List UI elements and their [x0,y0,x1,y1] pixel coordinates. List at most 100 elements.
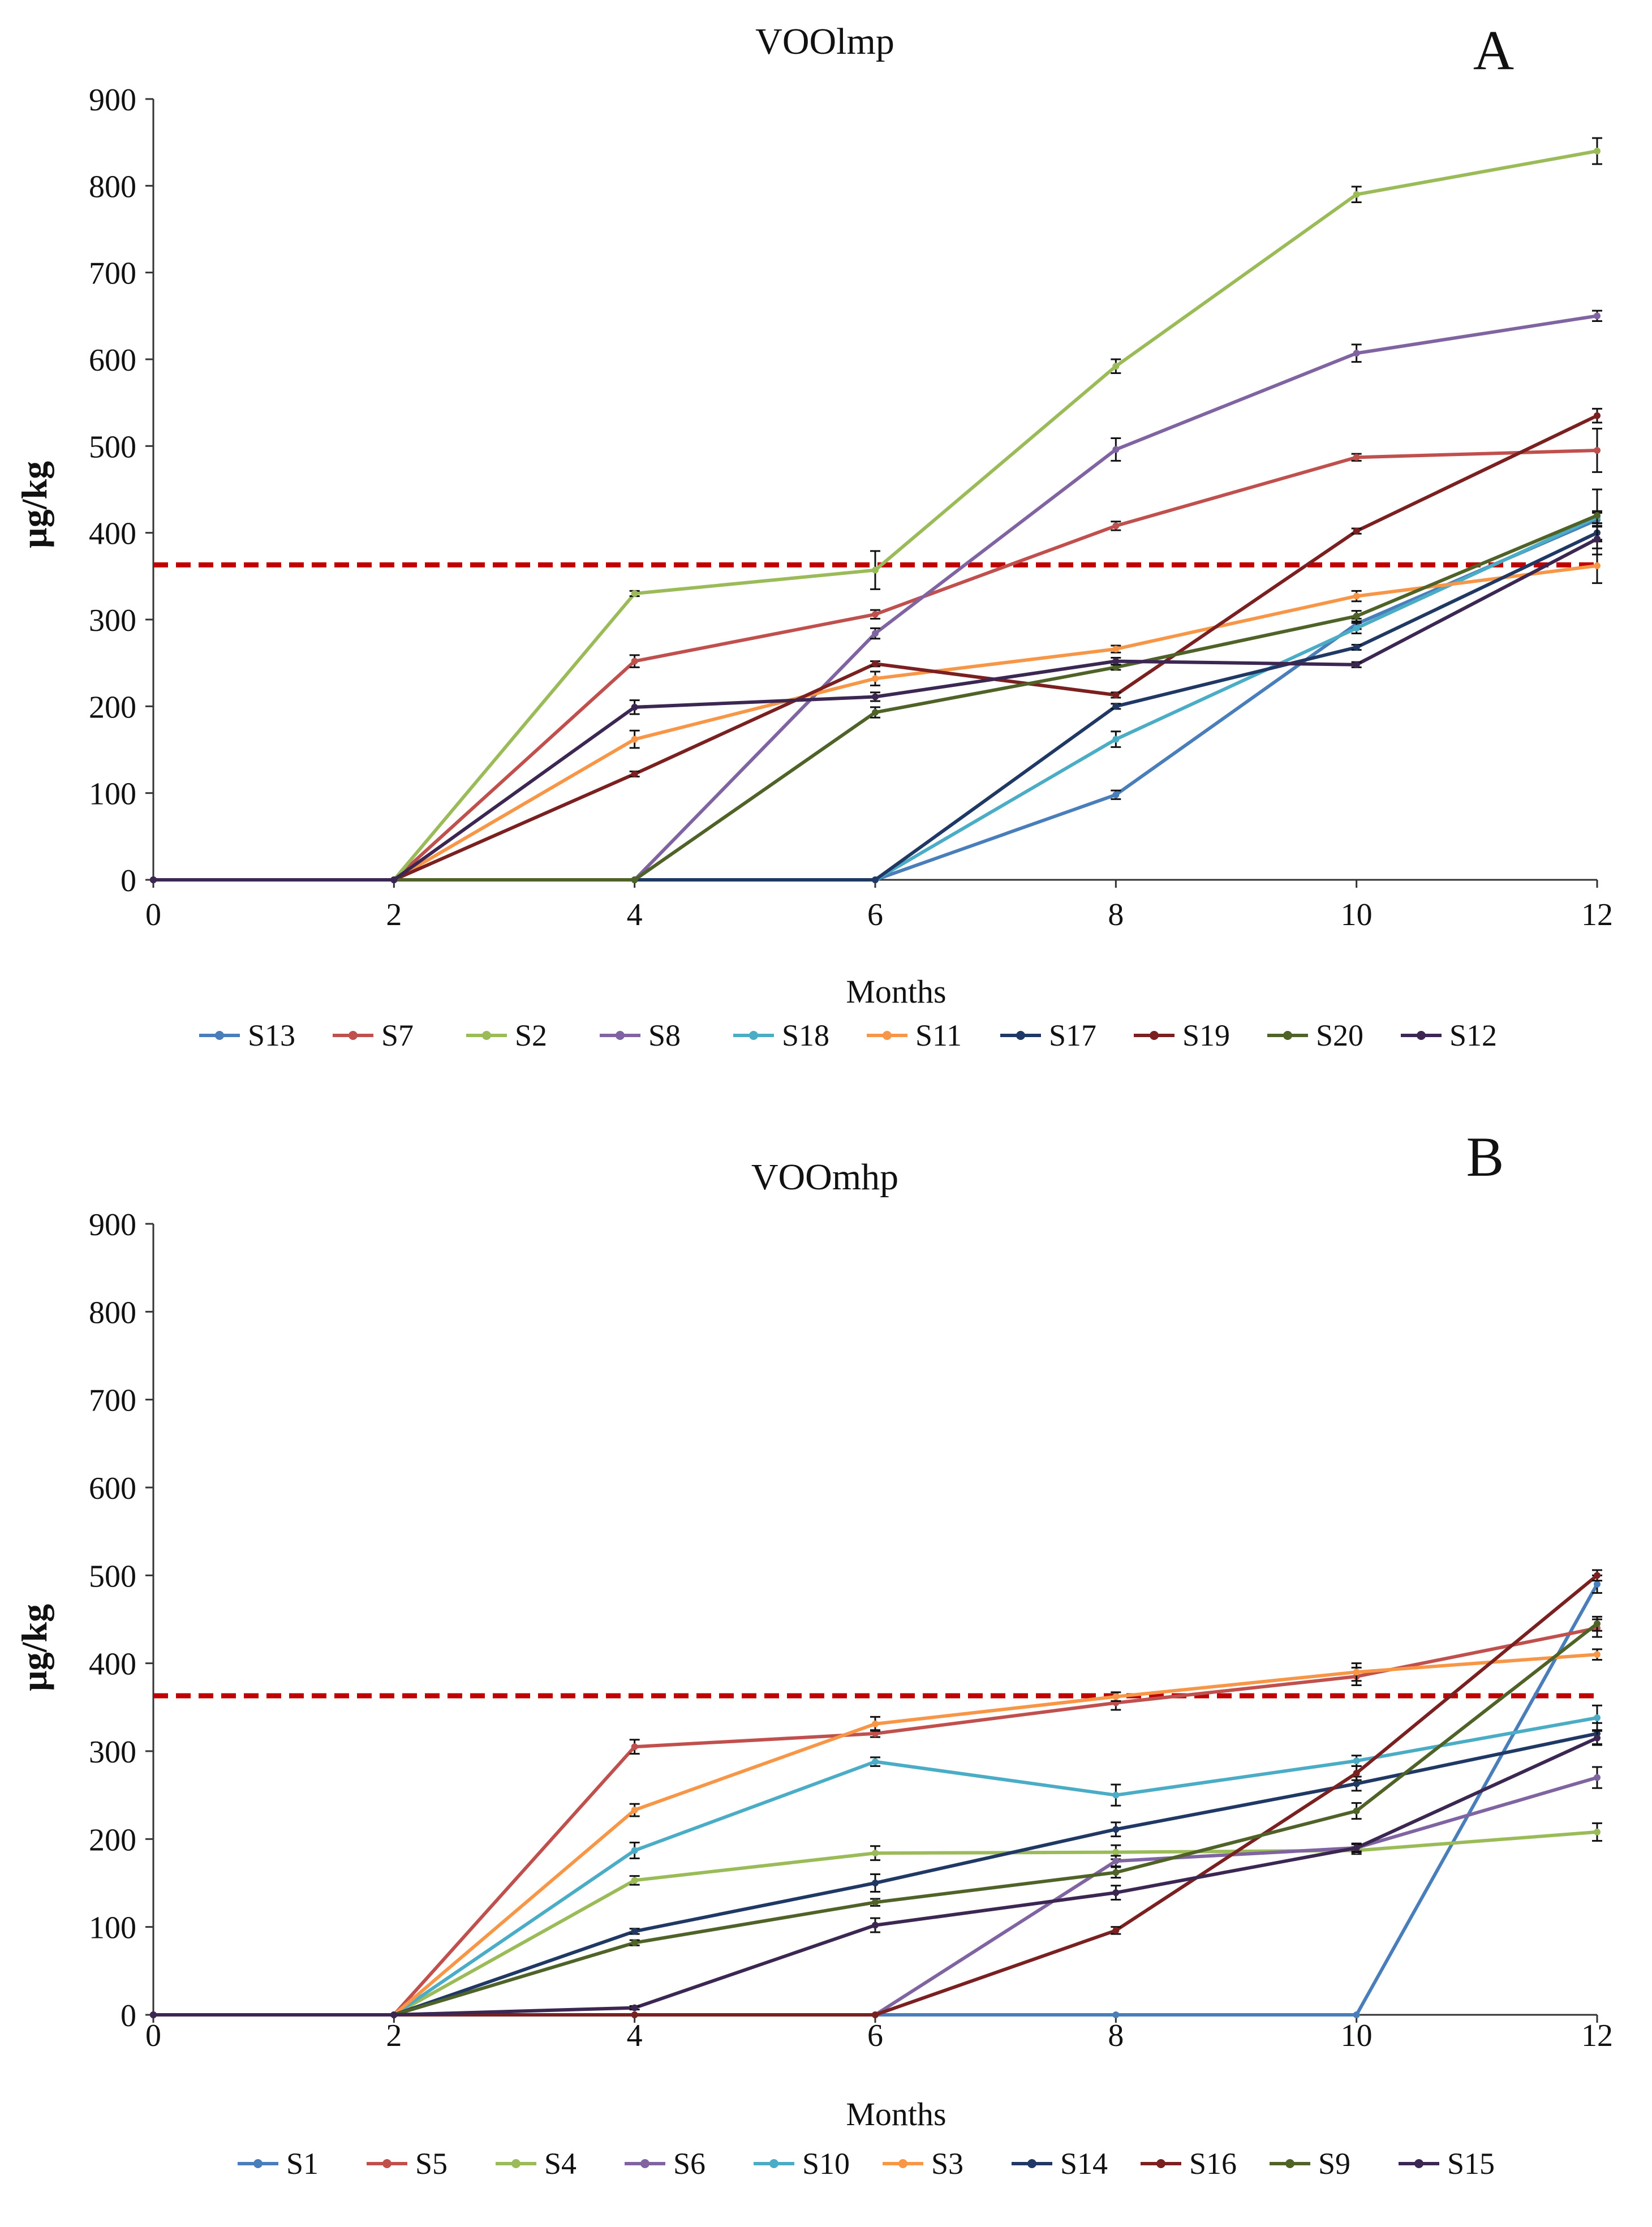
data-point [1594,1734,1601,1742]
data-point [631,1743,638,1751]
y-tick-label: 100 [89,1911,136,1946]
legend-label: S5 [415,2147,448,2181]
series-S1 [150,1574,1602,2018]
data-point [872,1730,879,1737]
series-line [153,1622,1598,2017]
y-tick-label: 900 [89,1207,136,1243]
data-point [1112,1693,1120,1700]
data-point [1112,657,1120,665]
data-point [631,876,638,883]
series-line [153,149,1598,882]
data-point [1112,363,1120,370]
legend-item: S12 [1401,1018,1497,1052]
legend-item: S13 [199,1018,295,1052]
axes: 0 100 200 300 400 500 600 700 800 900 0 2 4 6 8 10 12 [89,83,1613,932]
y-tick-label: 200 [89,1822,136,1858]
legend-label: S4 [544,2147,577,2181]
data-point [1353,1807,1360,1815]
data-point [1594,512,1601,519]
x-tick-label: 10 [1341,2018,1373,2053]
data-point [1594,1828,1601,1835]
axes: 0 100 200 300 400 500 600 700 800 900 0 2 4 6 8 10 12 [89,1207,1613,2053]
data-point [1353,350,1360,357]
x-tick-label: 6 [867,897,883,932]
data-point [390,876,398,883]
series-line [153,1573,1598,2017]
x-tick-label: 2 [386,2018,402,2053]
series-S7 [150,428,1602,883]
data-point [1112,1791,1120,1799]
data-point [1353,1669,1360,1676]
data-point [1112,1889,1120,1897]
legend-label: S20 [1316,1018,1363,1052]
data-point [1353,1844,1360,1851]
legend-item: S11 [867,1018,962,1052]
data-point [1594,1580,1601,1588]
data-point [1594,1572,1601,1579]
legend-label: S12 [1449,1018,1497,1052]
y-tick-label: 500 [89,1559,136,1594]
y-axis-label: µg/kg [14,461,54,548]
data-point [1353,625,1360,632]
data-point [1353,454,1360,461]
legend-marker [1027,2159,1036,2168]
legend-item: S1 [238,2147,319,2181]
series-S14 [150,1722,1602,2018]
data-point [1112,1869,1120,1876]
data-point [1594,312,1601,320]
x-tick-label: 6 [867,2018,883,2053]
data-point [872,693,879,700]
legend-label: S17 [1049,1018,1096,1052]
chart-title: VOOmhp [751,1157,898,1198]
series-line [153,314,1598,882]
data-point [1112,1858,1120,1865]
legend-marker [769,2159,778,2168]
data-point [631,657,638,665]
data-point [872,1899,879,1906]
x-tick-label: 10 [1341,897,1373,932]
data-point [631,590,638,597]
legend-label: S16 [1189,2147,1237,2181]
data-point [872,876,879,883]
data-point [631,1939,638,1946]
legend-marker [253,2159,263,2168]
legend-label: S18 [782,1018,829,1052]
legend-label: S7 [381,1018,414,1052]
data-point [1112,736,1120,743]
legend-marker [883,1031,892,1040]
x-tick-label: 12 [1581,897,1613,932]
y-tick-label: 300 [89,603,136,638]
data-point [1353,2011,1360,2018]
legend-label: S3 [931,2147,963,2181]
data-point [631,736,638,743]
y-tick-label: 700 [89,256,136,291]
legend-marker [1417,1031,1426,1040]
legend-label: S2 [515,1018,547,1052]
legend-item: S15 [1399,2147,1495,2181]
legend-marker [1156,2159,1165,2168]
data-point [872,1850,879,1857]
data-point [872,2011,879,2018]
legend-label: S13 [248,1018,295,1052]
legend-item: S18 [733,1018,829,1052]
x-tick-label: 0 [145,897,161,932]
data-point [1353,1769,1360,1777]
data-point [1594,535,1601,543]
data-point [1353,527,1360,535]
data-point [872,611,879,618]
panel-label: B [1466,1125,1504,1188]
y-tick-label: 100 [89,777,136,812]
y-tick-label: 800 [89,169,136,204]
data-point [1594,1714,1601,1721]
legend: S1 S5 S4 S6 S10 S3 S14 S16 S9 S15 [238,2147,1495,2181]
series-S15 [150,1730,1602,2018]
data-point [631,1928,638,1935]
series-S16 [150,1569,1602,2018]
legend-marker [215,1031,224,1040]
x-tick-label: 12 [1581,2018,1613,2053]
legend-label: S1 [286,2147,319,2181]
data-point [631,2011,638,2018]
legend-item: S8 [600,1018,681,1052]
legend-marker [511,2159,520,2168]
data-point [1594,1620,1601,1627]
